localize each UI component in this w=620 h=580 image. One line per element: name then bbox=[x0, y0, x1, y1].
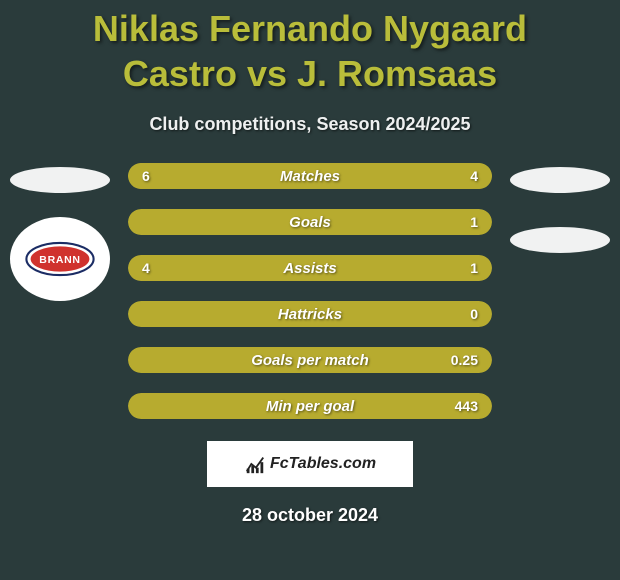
stat-right-value: 1 bbox=[470, 255, 478, 281]
comparison-title: Niklas Fernando Nygaard Castro vs J. Rom… bbox=[0, 6, 620, 96]
stat-name: Goals bbox=[128, 209, 492, 235]
stat-name: Goals per match bbox=[128, 347, 492, 373]
stat-right-value: 0 bbox=[470, 301, 478, 327]
fctables-logo: FcTables.com bbox=[207, 441, 413, 487]
stat-bar: Min per goal443 bbox=[128, 393, 492, 419]
stat-right-value: 0.25 bbox=[451, 347, 478, 373]
date-text: 28 october 2024 bbox=[0, 505, 620, 526]
stat-right-value: 4 bbox=[470, 163, 478, 189]
main-content: BRANN 6Matches4Goals14Assists1Hattricks0… bbox=[0, 163, 620, 419]
stat-right-value: 443 bbox=[455, 393, 478, 419]
stat-bar: 6Matches4 bbox=[128, 163, 492, 189]
stats-bars: 6Matches4Goals14Assists1Hattricks0Goals … bbox=[128, 163, 492, 419]
left-player-column: BRANN bbox=[8, 163, 112, 419]
stat-bar: Hattricks0 bbox=[128, 301, 492, 327]
left-player-oval bbox=[10, 167, 110, 193]
right-player-oval-2 bbox=[510, 227, 610, 253]
stat-name: Assists bbox=[128, 255, 492, 281]
right-player-column bbox=[508, 163, 612, 419]
stat-name: Min per goal bbox=[128, 393, 492, 419]
season-subtitle: Club competitions, Season 2024/2025 bbox=[0, 114, 620, 135]
stat-bar: 4Assists1 bbox=[128, 255, 492, 281]
stat-right-value: 1 bbox=[470, 209, 478, 235]
chart-icon bbox=[244, 453, 266, 475]
stat-bar: Goals per match0.25 bbox=[128, 347, 492, 373]
right-player-oval-1 bbox=[510, 167, 610, 193]
stat-bar: Goals1 bbox=[128, 209, 492, 235]
stat-name: Matches bbox=[128, 163, 492, 189]
svg-text:BRANN: BRANN bbox=[39, 254, 80, 266]
stat-name: Hattricks bbox=[128, 301, 492, 327]
left-club-logo: BRANN bbox=[10, 217, 110, 301]
fctables-text: FcTables.com bbox=[270, 455, 376, 473]
brann-logo-icon: BRANN bbox=[25, 239, 95, 279]
